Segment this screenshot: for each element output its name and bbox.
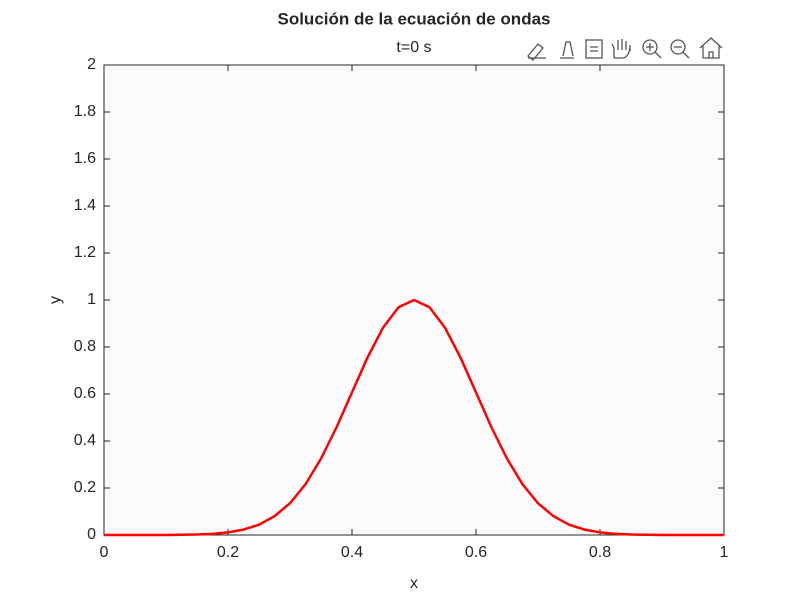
x-tick-label: 0.6: [465, 544, 487, 561]
y-tick-label: 0.4: [74, 432, 96, 449]
y-tick-label: 1.4: [74, 197, 96, 214]
data-line: [104, 298, 724, 537]
zoom-out-button[interactable]: [670, 39, 690, 59]
x-tick-label: 0.4: [341, 544, 363, 561]
legend-button[interactable]: [585, 39, 603, 59]
x-axis-label: x: [410, 575, 418, 592]
y-tick-label: 1.6: [74, 150, 96, 167]
axes-toolbar: [527, 37, 723, 61]
y-tick-label: 0: [87, 526, 96, 543]
data-tip-button[interactable]: [560, 41, 574, 59]
x-tick-label: 0.8: [589, 544, 611, 561]
x-tick-label: 0: [100, 544, 109, 561]
y-axis-label: y: [47, 296, 64, 304]
y-tick-label: 1.8: [74, 103, 96, 120]
y-tick-label: 1: [87, 291, 96, 308]
chart-subtitle: t=0 s: [396, 39, 431, 56]
x-tick-label: 1: [720, 544, 729, 561]
pan-button[interactable]: [611, 39, 631, 59]
brush-button[interactable]: [527, 43, 546, 61]
y-tick-label: 0.6: [74, 385, 96, 402]
zoom-in-button[interactable]: [642, 39, 662, 59]
home-button[interactable]: [699, 37, 723, 59]
y-tick-label: 2: [87, 56, 96, 73]
y-tick-label: 0.8: [74, 338, 96, 355]
y-tick-label: 1.2: [74, 244, 96, 261]
chart-title: Solución de la ecuación de ondas: [277, 9, 550, 28]
x-tick-label: 0.2: [217, 544, 239, 561]
y-tick-label: 0.2: [74, 479, 96, 496]
